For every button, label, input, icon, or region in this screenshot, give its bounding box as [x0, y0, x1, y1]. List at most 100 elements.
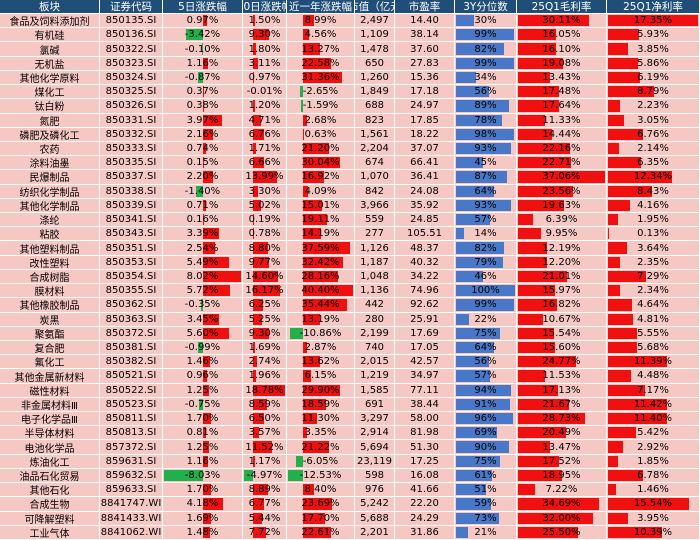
- cell-text: 79%: [474, 256, 497, 268]
- cell-text: 17.25: [410, 455, 439, 467]
- cell-text: 1.16%: [186, 57, 219, 69]
- data-bar: [252, 114, 261, 126]
- cell-text: 850323.SI: [105, 57, 157, 69]
- cell-text: 32.00%: [542, 512, 581, 524]
- data-bar: [303, 398, 327, 411]
- cell-text: 18.22: [410, 128, 439, 140]
- cell-text: 0.71%: [186, 199, 219, 211]
- header-cell: 3Y分位数: [455, 0, 517, 14]
- cell-text: 64%: [474, 185, 497, 197]
- cell-text: 24.08: [410, 185, 439, 197]
- table-cell: 1.46%: [607, 483, 700, 498]
- table-cell: 氟化工: [0, 355, 100, 370]
- cell-text: 其他塑料制品: [19, 244, 80, 256]
- cell-text: 其他化学原料: [19, 73, 80, 85]
- cell-text: -0.35%: [184, 299, 221, 311]
- table-cell: 19.11%: [287, 213, 355, 228]
- table-cell: 22.58%: [287, 56, 355, 71]
- table-cell: 32.42%: [287, 255, 355, 270]
- data-bar: [456, 57, 515, 69]
- cell-text: 75%: [474, 455, 497, 467]
- table-cell: 6.76%: [243, 127, 287, 142]
- data-bar: [202, 228, 219, 240]
- cell-text: 复合肥: [34, 344, 65, 356]
- table-cell: 2.34%: [607, 284, 700, 299]
- cell-text: 2.87%: [304, 342, 337, 354]
- table-cell: 6.19%: [607, 70, 700, 86]
- table-cell: 2.14%: [607, 141, 700, 157]
- data-bar: [608, 356, 668, 368]
- table-cell: 24.08: [395, 184, 455, 199]
- table-cell: 3.57%: [243, 426, 287, 441]
- cell-text: 11.53%: [542, 370, 581, 382]
- table-cell: 16.82%: [517, 298, 607, 313]
- data-bar: [456, 413, 513, 425]
- data-bar: [202, 327, 230, 339]
- table-cell: 3.05%: [607, 113, 700, 128]
- data-bar: [303, 341, 307, 354]
- table-cell: 5.49%: [163, 255, 243, 270]
- table-cell: 合成树脂: [0, 269, 100, 285]
- data-bar: [303, 270, 338, 283]
- cell-text: 31.36%: [301, 71, 340, 83]
- table-cell: 24.29: [395, 511, 455, 526]
- cell-text: 37.06%: [542, 171, 581, 183]
- data-bar: [202, 313, 220, 325]
- data-bar: [518, 57, 563, 69]
- table-cell: -4.97%: [243, 468, 287, 484]
- cell-text: 2,199: [360, 327, 389, 339]
- table-cell: -0.99%: [163, 340, 243, 356]
- cell-text: 4.81%: [637, 313, 669, 325]
- table-cell: 其他金属新材料: [0, 369, 100, 384]
- table-cell: 2,199: [355, 326, 395, 341]
- table-cell: 5.93%: [607, 28, 700, 43]
- cell-text: 15.36: [410, 71, 439, 83]
- table-cell: 5.44%: [243, 511, 287, 526]
- data-bar: [303, 15, 315, 27]
- table-cell: 氯碱: [0, 42, 100, 57]
- table-cell: 41.66: [395, 483, 455, 498]
- cell-text: 1.96%: [248, 370, 281, 382]
- cell-text: 3.97%: [186, 114, 219, 126]
- table-cell: 31.86: [395, 525, 455, 540]
- cell-text: 24.85: [410, 214, 439, 226]
- cell-text: 23.56%: [542, 185, 581, 197]
- table-cell: 2.92%: [607, 440, 700, 455]
- cell-text: -0.10%: [184, 43, 221, 55]
- cell-text: 6.76%: [637, 128, 669, 140]
- cell-text: 91%: [474, 398, 497, 410]
- cell-text: -1.40%: [184, 185, 221, 197]
- table-cell: 7.72%: [243, 525, 287, 540]
- data-bar: [252, 270, 278, 283]
- table-cell: 1.71%: [243, 141, 287, 157]
- data-bar: [252, 199, 262, 211]
- cell-text: -0.01%: [246, 86, 283, 98]
- table-cell: 其他化学原料: [0, 70, 100, 86]
- cell-text: 19.08%: [542, 57, 581, 69]
- table-cell: 8.80%: [243, 241, 287, 256]
- cell-text: 51%: [474, 484, 497, 496]
- table-cell: 99%: [455, 298, 517, 313]
- table-cell: 850381.SI: [100, 340, 163, 356]
- data-bar: [456, 142, 511, 155]
- table-cell: 57%: [455, 213, 517, 228]
- table-cell: 2.16%: [163, 127, 243, 142]
- table-cell: -2.65%: [287, 85, 355, 100]
- cell-text: 0.16%: [186, 214, 219, 226]
- cell-text: 19.63%: [542, 199, 581, 211]
- table-cell: 13.43%: [517, 70, 607, 86]
- table-cell: 105.51: [395, 227, 455, 242]
- data-bar: [303, 498, 333, 510]
- data-bar: [518, 128, 552, 140]
- cell-text: 13.47%: [542, 441, 581, 453]
- cell-text: 10.39%: [633, 526, 673, 538]
- table-cell: 17.85: [395, 113, 455, 128]
- table-cell: 6.50%: [243, 412, 287, 427]
- table-cell: 61%: [455, 468, 517, 484]
- cell-text: 23,119: [357, 455, 392, 467]
- cell-text: 炭黑: [39, 315, 60, 327]
- data-bar: [456, 114, 503, 126]
- table-cell: 42.57: [395, 355, 455, 370]
- header-cell: 市值（亿元: [355, 0, 395, 14]
- table-cell: 纺织化学制品: [0, 184, 100, 199]
